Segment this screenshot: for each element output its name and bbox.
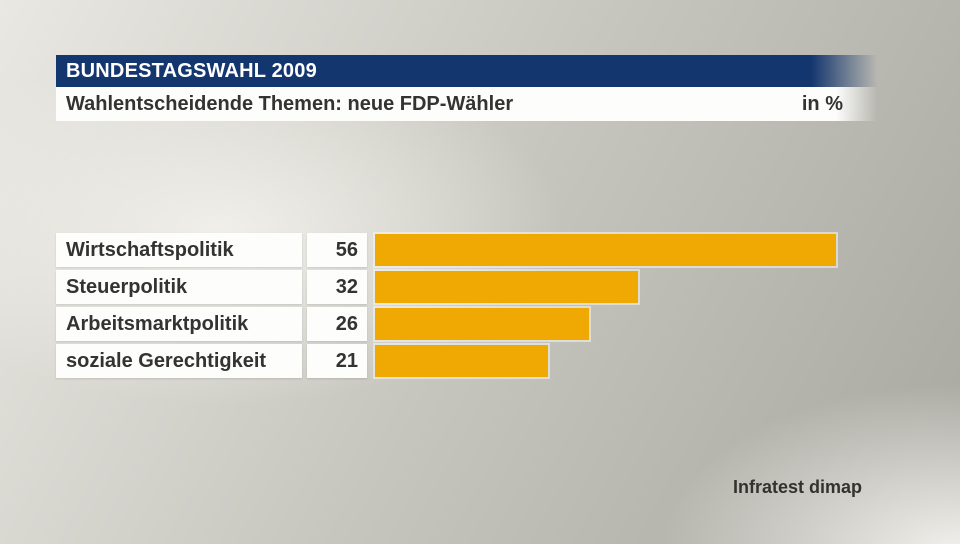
bar — [375, 308, 589, 340]
bar — [375, 234, 836, 266]
value-label: 32 — [307, 270, 367, 304]
chart-row: Arbeitsmarktpolitik 26 — [56, 307, 836, 341]
title-bar: BUNDESTAGSWAHL 2009 — [56, 55, 877, 87]
chart-row: soziale Gerechtigkeit 21 — [56, 344, 836, 378]
unit-label: in % — [801, 92, 843, 115]
page-title: BUNDESTAGSWAHL 2009 — [66, 59, 317, 82]
value-label: 56 — [307, 233, 367, 267]
bar-chart: Wirtschaftspolitik 56 Steuerpolitik 32 Arbei… — [56, 233, 836, 381]
bar — [375, 271, 638, 303]
subtitle-bar: Wahlentscheidende Themen: neue FDP-Wähle… — [56, 87, 877, 121]
category-label: Arbeitsmarktpolitik — [56, 307, 302, 341]
value-label: 26 — [307, 307, 367, 341]
chart-subtitle: Wahlentscheidende Themen: neue FDP-Wähle… — [66, 92, 514, 115]
bar — [375, 345, 548, 377]
chart-row: Steuerpolitik 32 — [56, 270, 836, 304]
category-label: soziale Gerechtigkeit — [56, 344, 302, 378]
source-label: Infratest dimap — [732, 477, 862, 497]
chart-row: Wirtschaftspolitik 56 — [56, 233, 836, 267]
category-label: Wirtschaftspolitik — [56, 233, 302, 267]
value-label: 21 — [307, 344, 367, 378]
category-label: Steuerpolitik — [56, 270, 302, 304]
